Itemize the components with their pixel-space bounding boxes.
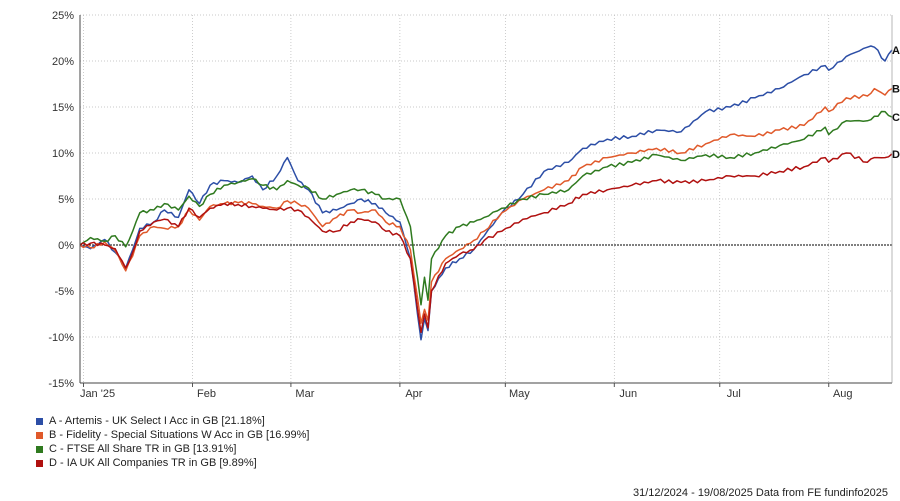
legend-item: D - IA UK All Companies TR in GB [9.89%] [36, 456, 309, 470]
series-lines [79, 45, 893, 341]
legend-item: A - Artemis - UK Select I Acc in GB [21.… [36, 414, 309, 428]
series-line-c [79, 110, 893, 306]
x-tick-label: Jul [727, 388, 741, 400]
x-tick-label: Aug [833, 388, 853, 400]
legend-item: C - FTSE All Share TR in GB [13.91%] [36, 442, 309, 456]
y-tick-label: -15% [48, 378, 74, 390]
legend-label: B - Fidelity - Special Situations W Acc … [49, 429, 310, 441]
series-end-label: B [892, 84, 900, 96]
legend-swatch [36, 459, 43, 467]
x-tick-label: Feb [197, 388, 216, 400]
y-tick-label: 10% [52, 148, 74, 160]
legend-label: C - FTSE All Share TR in GB [13.91%] [49, 443, 237, 455]
y-tick-label: 5% [58, 194, 74, 206]
legend-swatch [36, 445, 43, 453]
x-tick-label: Jun [619, 388, 637, 400]
y-tick-label: 15% [52, 102, 74, 114]
y-tick-label: -5% [54, 286, 74, 298]
legend-swatch [36, 431, 43, 439]
x-tick-label: May [509, 388, 530, 400]
x-tick-label: Jan '25 [80, 388, 115, 400]
series-line-a [79, 45, 893, 341]
series-line-b [79, 87, 893, 324]
legend-label: D - IA UK All Companies TR in GB [9.89%] [49, 457, 257, 469]
y-tick-label: 25% [52, 10, 74, 22]
legend-item: B - Fidelity - Special Situations W Acc … [36, 428, 309, 442]
series-line-d [79, 152, 893, 334]
y-tick-label: 0% [58, 240, 74, 252]
legend-label: A - Artemis - UK Select I Acc in GB [21.… [49, 415, 265, 427]
y-tick-label: 20% [52, 56, 74, 68]
x-tick-label: Mar [295, 388, 314, 400]
legend-swatch [36, 417, 43, 425]
series-end-label: D [892, 149, 900, 161]
series-end-label: C [892, 112, 900, 124]
x-tick-label: Apr [405, 388, 422, 400]
series-end-label: A [892, 45, 900, 57]
y-tick-label: -10% [48, 332, 74, 344]
legend: A - Artemis - UK Select I Acc in GB [21.… [36, 414, 309, 470]
axes: -15% -10% -5% 0% 5% 10% 15% 20% 25% Jan '25 Feb Mar… [48, 10, 900, 400]
grid-lines [80, 14, 892, 384]
source-footer: 31/12/2024 - 19/08/2025 Data from FE fun… [632, 487, 888, 499]
line-chart: -15% -10% -5% 0% 5% 10% 15% 20% 25% Jan '25 Feb Mar… [48, 10, 900, 400]
